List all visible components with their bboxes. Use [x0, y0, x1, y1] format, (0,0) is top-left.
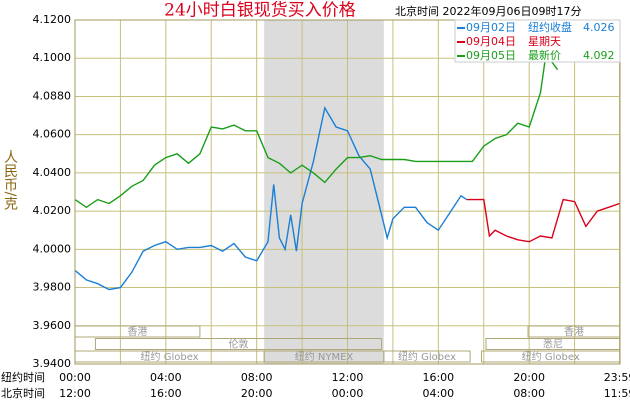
- session-label: 纽约 Globex: [522, 350, 580, 363]
- x-row-label: 北京时间: [1, 386, 45, 400]
- y-tick-label: 4.0200: [33, 204, 72, 217]
- session-label: 纽约 Globex: [141, 350, 199, 363]
- session-label: 香港: [564, 326, 584, 338]
- legend-name: 09月04日: [466, 35, 516, 48]
- y-tick-label: 4.0600: [33, 128, 72, 141]
- legend-label: 最新价: [528, 48, 561, 62]
- session-label: 伦敦: [229, 338, 249, 351]
- x2-tick-label: 12:00: [59, 387, 91, 400]
- series-line: [74, 105, 468, 291]
- legend-value: 4.092: [583, 49, 615, 62]
- legend-label: 纽约收盘: [528, 20, 572, 34]
- y-tick-label: 4.0000: [33, 242, 72, 255]
- y-tick-label: 4.1200: [33, 13, 72, 26]
- legend-value: 4.026: [583, 21, 615, 34]
- legend-label: 星期天: [528, 35, 561, 48]
- session-shade: [264, 20, 384, 364]
- session-bar: [94, 338, 383, 350]
- session-label: 纽约 Globex: [398, 350, 456, 363]
- series-line: [74, 50, 559, 209]
- legend-name: 09月02日: [466, 21, 516, 34]
- x-tick-label: 04:00: [150, 371, 182, 384]
- y-axis-label: 人民币/克: [2, 150, 18, 212]
- y-tick-label: 4.1000: [33, 51, 72, 64]
- y-tick-label: 4.0880: [33, 89, 72, 102]
- session-label: 香港: [127, 326, 147, 338]
- x-tick-label: 20:00: [513, 371, 545, 384]
- y-tick-label: 3.9400: [33, 357, 72, 370]
- x2-tick-label: 00:00: [332, 387, 364, 400]
- y-tick-label: 3.9600: [33, 319, 72, 332]
- x2-tick-label: 16:00: [150, 387, 182, 400]
- y-tick-label: 3.9800: [33, 281, 72, 294]
- x-tick-label: 23:59: [604, 371, 630, 384]
- x-tick-label: 00:00: [59, 371, 91, 384]
- x2-tick-label: 08:00: [513, 387, 545, 400]
- series-line: [466, 198, 620, 243]
- x-tick-label: 08:00: [241, 371, 273, 384]
- legend-box: [454, 19, 621, 63]
- x2-tick-label: 04:00: [422, 387, 454, 400]
- chart-title: 24小时白银现货买入价格: [164, 1, 356, 21]
- chart-subtitle: 北京时间 2022年09月06日09时17分: [395, 4, 581, 18]
- y-tick-label: 4.0400: [33, 166, 72, 179]
- x-row-label: 纽约时间: [1, 370, 45, 384]
- x-tick-label: 16:00: [422, 371, 454, 384]
- legend-name: 09月05日: [466, 49, 516, 62]
- x2-tick-label: 20:00: [241, 387, 273, 400]
- session-label: 悉尼: [543, 339, 563, 351]
- session-bar: [383, 350, 471, 363]
- x2-tick-label: 11:59: [604, 387, 630, 400]
- plot-frame: [74, 19, 621, 365]
- x-tick-label: 12:00: [332, 371, 364, 384]
- session-label: 纽约 NYMEX: [295, 350, 354, 363]
